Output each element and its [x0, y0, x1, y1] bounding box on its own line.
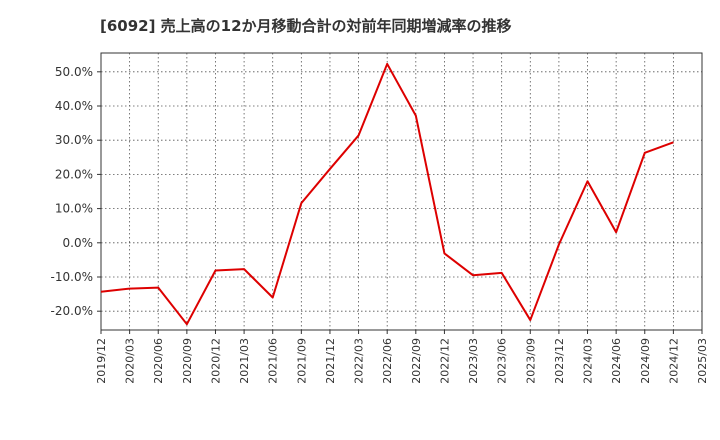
- y-tick-label: 10.0%: [55, 202, 93, 216]
- x-tick-label: 2024/09: [639, 338, 652, 384]
- x-tick-label: 2023/06: [496, 338, 509, 384]
- x-tick-label: 2022/09: [410, 338, 423, 384]
- x-tick-label: 2020/09: [181, 338, 194, 384]
- x-tick-label: 2021/09: [295, 338, 308, 384]
- x-tick-label: 2023/09: [524, 338, 537, 384]
- y-tick-label: 0.0%: [63, 236, 94, 250]
- x-tick-label: 2024/06: [610, 338, 623, 384]
- x-tick-label: 2021/12: [324, 338, 337, 384]
- chart-title: [6092] 売上高の12か月移動合計の対前年同期増減率の推移: [100, 17, 512, 35]
- x-tick-label: 2021/03: [238, 338, 251, 384]
- x-tick-label: 2021/06: [267, 338, 280, 384]
- x-tick-label: 2019/12: [95, 338, 108, 384]
- x-tick-label: 2024/12: [667, 338, 680, 384]
- x-tick-label: 2023/03: [467, 338, 480, 384]
- x-tick-label: 2022/06: [381, 338, 394, 384]
- x-tick-label: 2024/03: [582, 338, 595, 384]
- series-line: [100, 62, 674, 326]
- x-tick-label: 2022/12: [438, 338, 451, 384]
- series: [100, 62, 674, 326]
- x-tick-label: 2020/03: [124, 338, 137, 384]
- y-tick-label: 50.0%: [55, 65, 93, 79]
- x-tick-label: 2025/03: [696, 338, 709, 384]
- plot-frame: [100, 52, 703, 331]
- y-tick-label: 40.0%: [55, 99, 93, 113]
- x-axis: 2019/12 2020/03 2020/06 2020/09 2020/12 2021/…: [95, 330, 709, 384]
- x-tick-label: 2020/06: [152, 338, 165, 384]
- y-tick-label: 20.0%: [55, 167, 93, 181]
- x-tick-label: 2022/03: [353, 338, 366, 384]
- x-tick-label: 2023/12: [553, 338, 566, 384]
- x-tick-label: 2020/12: [209, 338, 222, 384]
- grid: [101, 53, 702, 330]
- y-tick-label: -10.0%: [51, 270, 93, 284]
- y-tick-label: 30.0%: [55, 133, 93, 147]
- y-axis: 50.0% 40.0% 30.0% 20.0% 10.0% 0.0% -10.0% -20.0…: [51, 65, 101, 318]
- y-tick-label: -20.0%: [51, 304, 93, 318]
